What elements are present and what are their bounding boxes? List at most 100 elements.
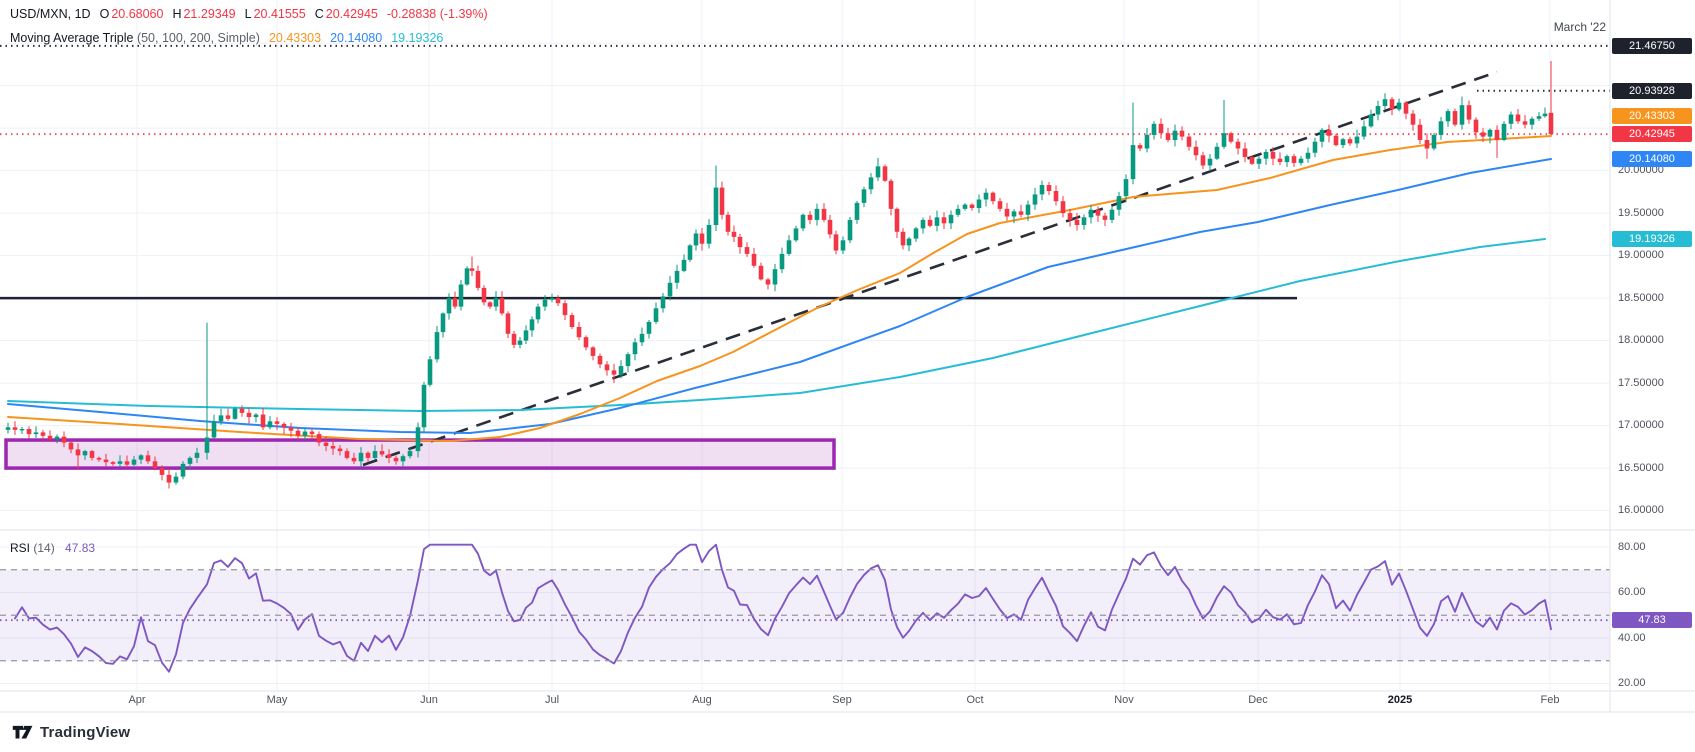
candle-body: [969, 204, 975, 208]
rsi-axis-label: 20.00: [1618, 677, 1646, 689]
candle-body: [868, 177, 874, 190]
candle-body: [1403, 102, 1409, 114]
candle-body: [660, 296, 666, 309]
candle-body: [765, 279, 771, 285]
candle-body: [517, 340, 523, 345]
candle-body: [1018, 211, 1024, 215]
time-axis-label-2025: 2025: [1387, 694, 1413, 706]
candle-body: [1116, 196, 1122, 210]
ma-values: 20.43303 20.14080 19.19326: [260, 31, 443, 45]
candle-body: [725, 214, 731, 232]
price-badge-sma-200: 19.19326: [1612, 231, 1692, 248]
candle-body: [681, 259, 687, 271]
rsi-indicator-title[interactable]: RSI: [10, 541, 31, 555]
candle-body: [47, 435, 53, 440]
candle-body: [1340, 139, 1346, 146]
change-value: -0.28838 (-1.39%): [386, 7, 488, 21]
candle-body: [699, 233, 705, 244]
price-axis-label: 19.50000: [1618, 206, 1664, 219]
rsi-axis-label: 60.00: [1618, 586, 1646, 598]
time-axis-label-Oct: Oct: [966, 694, 984, 706]
candle-body: [847, 219, 853, 241]
candle-body: [1179, 130, 1185, 137]
candle-body: [344, 451, 350, 458]
candle-body: [542, 299, 548, 307]
sma-50-line[interactable]: [7, 135, 1552, 442]
candle-body: [1438, 121, 1444, 135]
candle-body: [1396, 102, 1402, 110]
candle-body: [882, 166, 888, 181]
candle-body: [316, 434, 322, 443]
candle-body: [1368, 114, 1374, 127]
candle-body: [646, 321, 652, 334]
candle-body: [159, 468, 165, 475]
candle-body: [365, 452, 371, 458]
candle-body: [110, 462, 116, 464]
candle-body: [1473, 119, 1479, 133]
candle-body: [386, 454, 392, 458]
candle-body: [372, 451, 378, 458]
candle-body: [976, 199, 982, 208]
ma-indicator-legend[interactable]: Moving Average Triple (50, 100, 200, Sim…: [10, 31, 443, 45]
candle-body: [1445, 111, 1451, 122]
candle-body: [1081, 217, 1087, 225]
candle-body: [827, 219, 833, 235]
ma-value: 20.43303: [268, 31, 322, 45]
candle-body: [1032, 194, 1038, 205]
candle-body: [440, 313, 446, 333]
candle-body: [246, 412, 252, 418]
candle-body: [529, 319, 535, 331]
ohlc-token: C 20.42945: [314, 7, 378, 21]
candle-body: [1347, 139, 1353, 144]
candle-body: [458, 284, 464, 307]
candle-body: [1424, 140, 1430, 149]
candle-body: [900, 231, 906, 246]
candle-body: [1452, 111, 1458, 125]
candle-body: [1487, 129, 1493, 137]
candle-body: [639, 333, 645, 343]
candle-body: [569, 315, 575, 327]
candle-body: [667, 282, 673, 297]
candle-body: [61, 436, 67, 443]
candle-body: [89, 451, 95, 458]
candle-body: [549, 298, 555, 300]
candle-body: [1109, 209, 1115, 220]
candle-body: [1144, 134, 1150, 149]
rsi-axis-label: 40.00: [1618, 631, 1646, 644]
candle-body: [737, 236, 743, 248]
candle-body: [653, 308, 659, 322]
rsi-indicator-legend[interactable]: RSI (14) 47.83: [10, 541, 95, 555]
candle-body: [604, 364, 610, 371]
march-22-level-label: March '22: [1553, 20, 1606, 34]
candle-body: [1277, 158, 1283, 163]
sma-100-line[interactable]: [7, 158, 1552, 434]
candle-body: [990, 192, 996, 202]
tradingview-logo-icon[interactable]: [12, 724, 34, 742]
candle-body: [1130, 145, 1136, 180]
symbol-legend[interactable]: USD/MXN, 1D O 20.68060 H 21.29349 L 20.41555 C 2…: [10, 7, 488, 21]
candle-body: [814, 208, 820, 220]
candle-body: [1494, 129, 1500, 140]
candle-body: [1221, 133, 1227, 147]
symbol-title[interactable]: USD/MXN, 1D: [10, 7, 91, 21]
candle-body: [211, 421, 217, 438]
candle-body: [1508, 114, 1514, 124]
candle-body: [1291, 156, 1297, 163]
candle-body: [1067, 213, 1073, 220]
ma-indicator-title[interactable]: Moving Average Triple: [10, 31, 134, 45]
candle-body: [1088, 209, 1094, 218]
candle-body: [1410, 113, 1416, 125]
candle-body: [1522, 121, 1528, 125]
candle-body: [1172, 130, 1178, 140]
candle-body: [1270, 151, 1276, 159]
candle-body: [941, 217, 947, 224]
candle-body: [499, 298, 505, 314]
candle-body: [5, 427, 11, 430]
sma-200-line[interactable]: [7, 238, 1546, 412]
ascending-trendline[interactable]: [362, 70, 1498, 467]
candle-body: [962, 204, 968, 209]
tradingview-logo-text[interactable]: TradingView: [40, 724, 131, 741]
candle-body: [1193, 146, 1199, 156]
candle-body: [330, 446, 336, 449]
